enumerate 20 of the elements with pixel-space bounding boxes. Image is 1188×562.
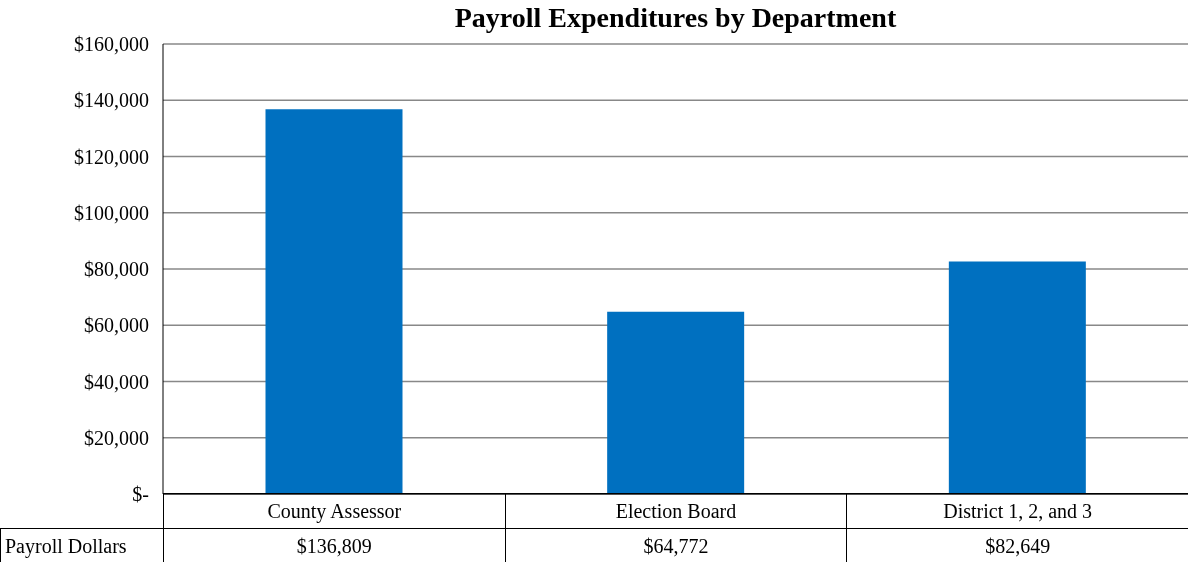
- y-tick-label: $60,000: [84, 314, 149, 337]
- bar: [948, 261, 1086, 494]
- data-label: $82,649: [846, 528, 1188, 562]
- data-label: $64,772: [505, 528, 847, 562]
- y-tick-label: $160,000: [74, 33, 149, 55]
- y-tick-label: $40,000: [84, 370, 149, 393]
- x-tick-label: County Assessor: [163, 493, 506, 529]
- text: Payroll Dollars: [0, 528, 164, 562]
- y-tick-label: $80,000: [84, 258, 149, 280]
- chart-title: Payroll Expenditures by Department: [453, 2, 898, 34]
- y-tick-label: $140,000: [74, 89, 149, 112]
- data-label: $136,809: [163, 528, 506, 562]
- bar: [607, 311, 745, 494]
- y-tick-label: $20,000: [84, 426, 149, 449]
- y-tick-label: $100,000: [74, 201, 149, 224]
- bar: [265, 109, 403, 494]
- x-tick-label: District 1, 2, and 3: [846, 493, 1188, 529]
- x-tick-label: Election Board: [505, 493, 847, 529]
- y-tick-label: $120,000: [74, 145, 149, 168]
- y-tick-label: $-: [132, 483, 149, 505]
